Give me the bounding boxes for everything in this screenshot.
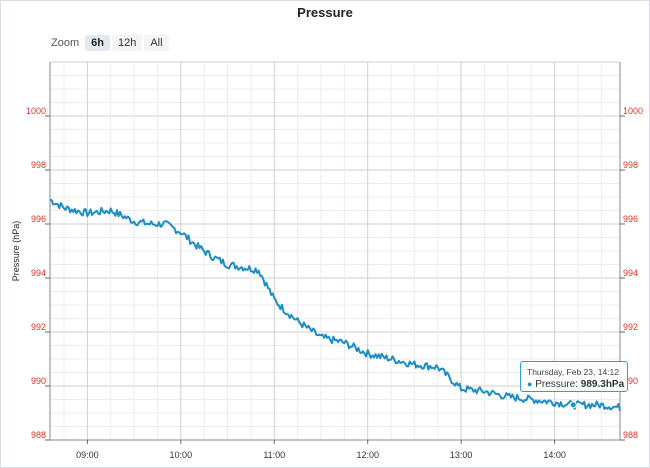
y-tick-label: 994 — [31, 268, 46, 278]
y-tick-label: 988 — [31, 430, 46, 440]
y-tick-label-right: 992 — [623, 322, 638, 332]
series-line-pressure — [49, 198, 621, 411]
tooltip: Thursday, Feb 23, 14:12 ● Pressure: 989.… — [520, 361, 628, 392]
y-tick-label-right: 996 — [623, 214, 638, 224]
y-tick-label: 1000 — [26, 106, 46, 116]
zoom-selector: Zoom 6h 12h All — [51, 34, 171, 52]
series-marker-icon: ● — [527, 379, 533, 389]
tooltip-point-marker — [569, 401, 577, 409]
y-axis-title: Pressure (hPa) — [11, 221, 21, 282]
zoom-12h-button[interactable]: 12h — [111, 35, 143, 51]
x-tick-label: 12:00 — [356, 450, 379, 460]
y-tick-label: 998 — [31, 160, 46, 170]
tooltip-row: ● Pressure: 989.3hPa — [527, 379, 625, 390]
zoom-label: Zoom — [51, 37, 80, 49]
y-tick-label-right: 990 — [623, 376, 638, 386]
y-tick-label: 990 — [31, 376, 46, 386]
chart-title: Pressure — [297, 5, 353, 20]
x-tick-label: 14:00 — [543, 450, 566, 460]
x-tick-label: 09:00 — [76, 450, 99, 460]
tooltip-date: Thursday, Feb 23, 14:12 — [527, 367, 619, 377]
y-tick-label-right: 988 — [623, 430, 638, 440]
y-tick-label: 996 — [31, 214, 46, 224]
zoom-all-button[interactable]: All — [144, 35, 169, 51]
x-tick-label: 13:00 — [450, 450, 473, 460]
x-tick-label: 10:00 — [170, 450, 193, 460]
y-tick-label-right: 994 — [623, 268, 638, 278]
y-tick-label-right: 998 — [623, 160, 638, 170]
x-tick-label: 11:00 — [263, 450, 285, 460]
y-tick-label: 992 — [31, 322, 46, 332]
y-tick-label-right: 1000 — [623, 106, 643, 116]
tooltip-value: 989.3hPa — [580, 379, 625, 390]
tooltip-series-name: Pressure — [535, 379, 576, 390]
zoom-6h-button[interactable]: 6h — [85, 35, 110, 51]
